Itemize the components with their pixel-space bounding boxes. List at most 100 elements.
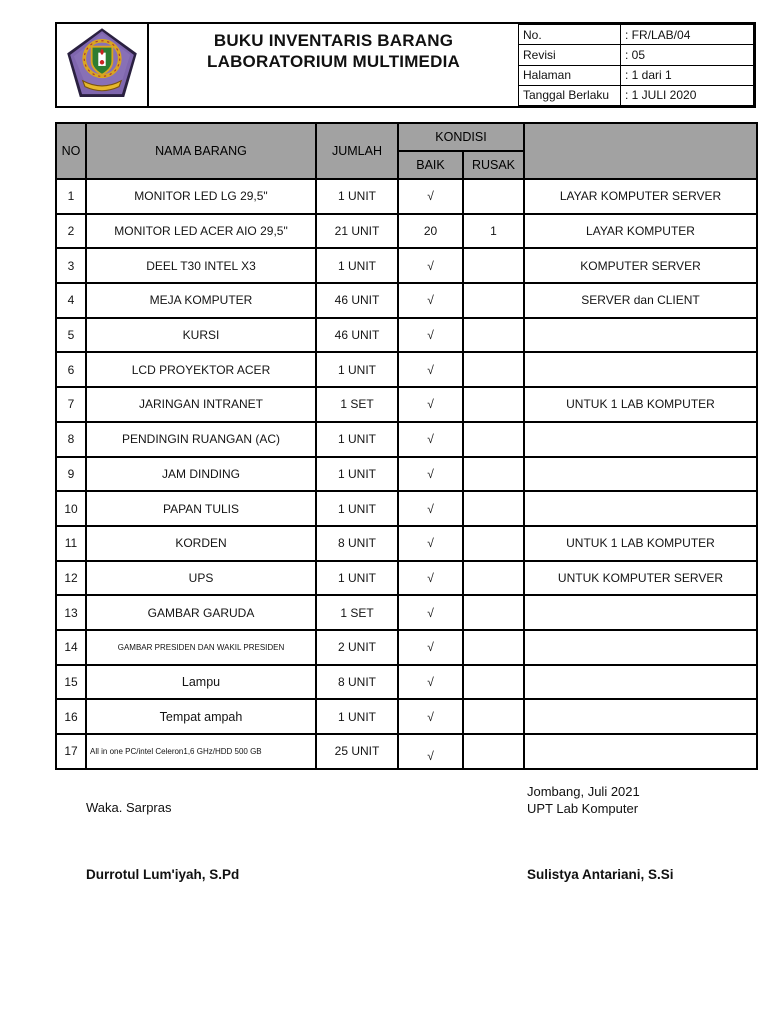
item-name-cell: JAM DINDING: [85, 455, 317, 493]
info-value-halaman: : 1 dari 1: [620, 64, 754, 86]
quantity-cell: 1 UNIT: [315, 559, 399, 597]
condition-good-cell: √: [397, 628, 464, 666]
quantity-cell: 21 UNIT: [315, 212, 399, 250]
remarks-cell: UNTUK 1 LAB KOMPUTER: [523, 524, 758, 562]
condition-good-cell: √: [397, 351, 464, 389]
condition-broken-cell: [462, 316, 525, 354]
info-row-halaman: Halaman : 1 dari 1: [518, 64, 754, 86]
condition-good-cell: 20: [397, 212, 464, 250]
condition-good-cell: √: [397, 420, 464, 458]
info-row-tanggal: Tanggal Berlaku : 1 JULI 2020: [518, 84, 754, 107]
inventory-table-body: 1 MONITOR LED LG 29,5" 1 UNIT √ LAYAR KOMPUT…: [55, 178, 758, 770]
remarks-cell: [523, 663, 758, 701]
condition-broken-cell: 1: [462, 212, 525, 250]
quantity-cell: 1 UNIT: [315, 698, 399, 735]
condition-broken-cell: [462, 559, 525, 597]
condition-good-cell: √: [397, 455, 464, 493]
table-row: 15 Lampu 8 UNIT √: [55, 663, 758, 701]
column-header-rusak: RUSAK: [462, 150, 525, 180]
condition-good-cell: √: [397, 490, 464, 527]
table-row: 4 MEJA KOMPUTER 46 UNIT √ SERVER dan CLIENT: [55, 282, 758, 319]
table-row: 10 PAPAN TULIS 1 UNIT √: [55, 490, 758, 527]
condition-good-cell: √: [397, 733, 464, 770]
remarks-cell: UNTUK 1 LAB KOMPUTER: [523, 386, 758, 423]
quantity-cell: 25 UNIT: [315, 733, 399, 770]
condition-broken-cell: [462, 178, 525, 215]
document-info-table: No. : FR/LAB/04 Revisi : 05 Halaman : 1 …: [518, 23, 754, 107]
info-label-tanggal: Tanggal Berlaku: [518, 84, 621, 107]
table-row: 17 All in one PC/intel Celeron1,6 GHz/HDD…: [55, 733, 758, 770]
row-number-cell: 8: [55, 420, 87, 458]
quantity-cell: 1 SET: [315, 386, 399, 423]
header-row-2: BAIK RUSAK: [56, 150, 757, 180]
quantity-cell: 1 UNIT: [315, 420, 399, 458]
row-number-cell: 15: [55, 663, 87, 701]
condition-broken-cell: [462, 663, 525, 701]
item-name-cell: Lampu: [85, 663, 317, 701]
logo-cell: [57, 24, 149, 106]
item-name-cell: PENDINGIN RUANGAN (AC): [85, 420, 317, 458]
quantity-cell: 8 UNIT: [315, 663, 399, 701]
item-name-cell: LCD PROYEKTOR ACER: [85, 351, 317, 389]
remarks-cell: [523, 316, 758, 354]
remarks-cell: [523, 420, 758, 458]
row-number-cell: 14: [55, 628, 87, 666]
item-name-cell: KORDEN: [85, 524, 317, 562]
row-number-cell: 9: [55, 455, 87, 493]
condition-broken-cell: [462, 628, 525, 666]
info-label-revisi: Revisi: [518, 44, 621, 66]
remarks-cell: LAYAR KOMPUTER SERVER: [523, 178, 758, 215]
document-header: BUKU INVENTARIS BARANG LABORATORIUM MULT…: [55, 22, 756, 108]
table-row: 7 JARINGAN INTRANET 1 SET √ UNTUK 1 LAB KOMP…: [55, 386, 758, 423]
quantity-cell: 1 UNIT: [315, 455, 399, 493]
column-header-jumlah: JUMLAH: [315, 122, 399, 180]
remarks-cell: [523, 698, 758, 735]
column-header-keterangan: [523, 122, 758, 180]
row-number-cell: 2: [55, 212, 87, 250]
condition-broken-cell: [462, 524, 525, 562]
item-name-cell: JARINGAN INTRANET: [85, 386, 317, 423]
place-date-org: Jombang, Juli 2021 UPT Lab Komputer: [527, 783, 640, 817]
quantity-cell: 1 UNIT: [315, 490, 399, 527]
condition-good-cell: √: [397, 316, 464, 354]
condition-broken-cell: [462, 733, 525, 770]
document-title-line2: LABORATORIUM MULTIMEDIA: [207, 52, 460, 72]
row-number-cell: 5: [55, 316, 87, 354]
item-name-cell: PAPAN TULIS: [85, 490, 317, 527]
condition-good-cell: √: [397, 386, 464, 423]
quantity-cell: 46 UNIT: [315, 282, 399, 319]
row-number-cell: 10: [55, 490, 87, 527]
item-name-cell: MEJA KOMPUTER: [85, 282, 317, 319]
table-row: 14 GAMBAR PRESIDEN DAN WAKIL PRESIDEN 2 UN…: [55, 628, 758, 666]
condition-broken-cell: [462, 420, 525, 458]
signer-name-right: Sulistya Antariani, S.Si: [527, 867, 674, 882]
info-label-no: No.: [518, 23, 621, 46]
condition-broken-cell: [462, 490, 525, 527]
remarks-cell: [523, 733, 758, 770]
quantity-cell: 1 UNIT: [315, 178, 399, 215]
condition-broken-cell: [462, 282, 525, 319]
row-number-cell: 7: [55, 386, 87, 423]
item-name-cell: GAMBAR GARUDA: [85, 594, 317, 631]
info-value-revisi: : 05: [620, 44, 754, 66]
table-row: 1 MONITOR LED LG 29,5" 1 UNIT √ LAYAR KOMPUT…: [55, 178, 758, 215]
table-row: 5 KURSI 46 UNIT √: [55, 316, 758, 354]
condition-good-cell: √: [397, 282, 464, 319]
condition-good-cell: √: [397, 178, 464, 215]
quantity-cell: 2 UNIT: [315, 628, 399, 666]
row-number-cell: 3: [55, 247, 87, 285]
row-number-cell: 13: [55, 594, 87, 631]
school-crest-icon: [65, 26, 139, 105]
remarks-cell: [523, 455, 758, 493]
place-date: Jombang, Juli 2021: [527, 784, 640, 799]
row-number-cell: 6: [55, 351, 87, 389]
condition-broken-cell: [462, 247, 525, 285]
row-number-cell: 1: [55, 178, 87, 215]
remarks-cell: [523, 628, 758, 666]
column-header-baik: BAIK: [397, 150, 464, 180]
condition-broken-cell: [462, 455, 525, 493]
info-row-revisi: Revisi : 05: [518, 44, 754, 66]
row-number-cell: 12: [55, 559, 87, 597]
table-row: 8 PENDINGIN RUANGAN (AC) 1 UNIT √: [55, 420, 758, 458]
inventory-table-head: NO NAMA BARANG JUMLAH KONDISI BAIK RUSAK: [55, 122, 758, 180]
